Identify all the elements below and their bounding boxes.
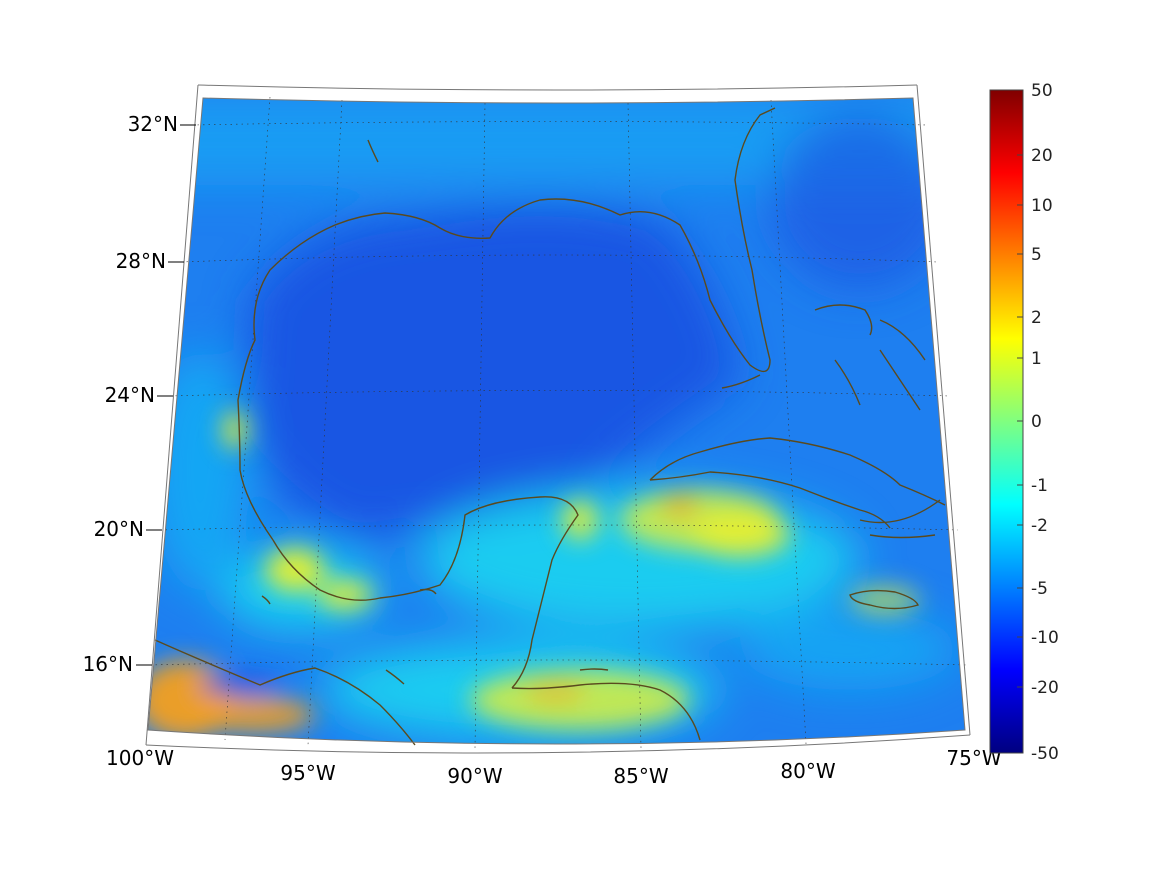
colorbar-tick-label: 20: [1031, 146, 1053, 166]
map-frame-left: [145, 84, 199, 746]
colorbar-tick-label: -10: [1031, 628, 1059, 648]
us-gulf-coast: [237, 107, 776, 541]
colorbar-tick-label: 1: [1031, 349, 1042, 369]
lat-label: 24°N: [105, 383, 155, 407]
lat-label: 16°N: [83, 652, 133, 676]
colorbar-tick-label: 2: [1031, 308, 1042, 328]
colorbar-tick-label: -2: [1031, 516, 1048, 536]
colorbar-tick-label: 50: [1031, 81, 1053, 101]
bahamas-coast: [814, 304, 926, 411]
lat-label: 20°N: [94, 517, 144, 541]
graticule: [149, 96, 967, 749]
data-field: [148, 98, 965, 744]
colorbar-tick-label: -1: [1031, 476, 1048, 496]
hispaniola-coast: [859, 499, 941, 539]
lon-label: 95°W: [280, 761, 335, 785]
florida-keys: [721, 374, 761, 389]
lon-label: 85°W: [613, 764, 668, 788]
lon-label: 100°W: [106, 746, 174, 770]
central-america-coast: [511, 682, 701, 741]
latitude-labels: 32°N 28°N 24°N 20°N 16°N: [83, 112, 196, 676]
map-frame-top: [197, 84, 918, 91]
map-frame-right: [916, 84, 971, 736]
mexico-gulf-coast: [272, 496, 579, 689]
cuba-coast: [649, 437, 946, 529]
pacific-coast: [154, 639, 416, 746]
colorbar-tick-label: 10: [1031, 196, 1053, 216]
colorbar-tick-label: 5: [1031, 245, 1042, 265]
colorbar-tick-label: -20: [1031, 678, 1059, 698]
colorbar-tick-label: -5: [1031, 579, 1048, 599]
map-frame: [147, 97, 966, 745]
lat-label: 32°N: [128, 112, 178, 136]
misc-islands: [261, 139, 609, 685]
map-frame-bottom: [145, 734, 971, 754]
lat-label: 28°N: [116, 249, 166, 273]
lon-label: 90°W: [447, 764, 502, 788]
jamaica-coast: [849, 589, 919, 610]
colorbar-tick-label: -50: [1031, 744, 1059, 764]
colorbar-tick-label: 0: [1031, 412, 1042, 432]
coastlines: [154, 107, 946, 746]
lon-label: 80°W: [780, 759, 835, 783]
